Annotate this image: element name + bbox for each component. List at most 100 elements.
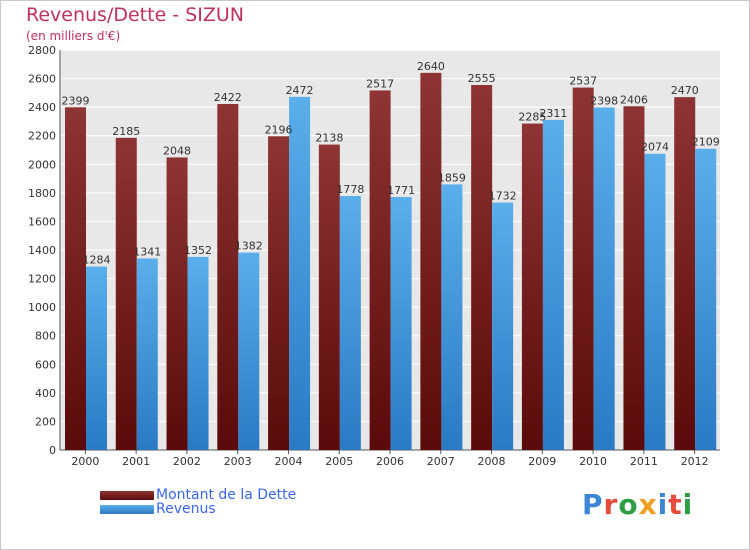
label-debt: 2048 [163, 144, 191, 157]
x-tick-label: 2011 [630, 455, 658, 468]
bar-revenus [187, 256, 209, 450]
x-tick-label: 2003 [224, 455, 252, 468]
label-revenus: 2472 [286, 84, 314, 97]
bar-debt [623, 106, 645, 451]
y-axis-ticks: 0 200 400 600 800 1000 1200 1400 1600 1800 2000 220… [28, 44, 56, 457]
bar-revenus [289, 96, 311, 450]
bar-debt [674, 97, 696, 451]
bar-revenus [238, 252, 260, 450]
proxiti-logo: Proxiti [582, 488, 693, 521]
bar-revenus [695, 148, 717, 450]
legend-label-revenus: Revenus [156, 501, 216, 517]
y-tick-label: 1200 [28, 273, 56, 286]
label-debt: 2517 [366, 77, 394, 90]
logo-letter: t [668, 488, 683, 521]
label-debt: 2537 [569, 75, 597, 88]
chart-subtitle: (en milliers d'€) [26, 29, 121, 43]
bar-revenus [86, 266, 107, 450]
legend-swatch-debt [100, 490, 154, 500]
y-tick-label: 400 [35, 387, 56, 400]
y-tick-label: 2000 [28, 158, 56, 171]
label-revenus: 1341 [133, 245, 161, 258]
bar-debt [115, 137, 137, 450]
bar-debt [166, 157, 188, 450]
data-labels: 2399 1284 2185 1341 2048 1352 2422 1382 2196 2472… [62, 60, 720, 267]
bar-debt [420, 72, 442, 450]
x-tick-label: 2004 [274, 455, 302, 468]
bar-debt [369, 90, 391, 450]
chart-title: Revenus/Dette - SIZUN [26, 4, 244, 26]
bar-debt [471, 85, 493, 450]
y-tick-label: 2200 [28, 130, 56, 143]
y-tick-label: 800 [35, 330, 56, 343]
bar-revenus [339, 196, 361, 450]
label-revenus: 2311 [539, 107, 567, 120]
label-revenus: 1732 [489, 190, 517, 203]
bar-revenus [136, 258, 158, 450]
y-tick-label: 1600 [28, 215, 56, 228]
x-tick-label: 2007 [427, 455, 455, 468]
label-revenus: 1778 [336, 183, 364, 196]
logo-letter: r [603, 488, 619, 521]
y-tick-label: 600 [35, 358, 56, 371]
x-axis-ticks: 2000 2001 2002 2003 2004 2005 2006 2007 2008 2009… [71, 450, 709, 468]
bar-debt [65, 107, 86, 451]
logo-letter: i [657, 488, 669, 521]
y-tick-label: 2600 [28, 73, 56, 86]
bar-debt [318, 144, 340, 451]
bar-revenus [593, 107, 615, 450]
label-revenus: 2398 [590, 94, 618, 107]
bar-debt [572, 87, 594, 451]
x-tick-label: 2001 [122, 455, 150, 468]
label-debt: 2285 [518, 111, 546, 124]
logo-letter: P [582, 488, 604, 521]
label-debt: 2640 [417, 60, 445, 73]
bar-debt [521, 123, 543, 451]
label-revenus: 1352 [184, 244, 212, 257]
x-tick-label: 2005 [325, 455, 353, 468]
y-tick-label: 200 [35, 415, 56, 428]
label-debt: 2196 [265, 123, 293, 136]
x-tick-label: 2002 [173, 455, 201, 468]
label-revenus: 1382 [235, 240, 263, 253]
legend-label-debt: Montant de la Dette [156, 487, 297, 503]
y-tick-label: 2400 [28, 101, 56, 114]
bar-revenus [492, 202, 514, 450]
label-debt: 2422 [214, 91, 242, 104]
x-tick-label: 2012 [681, 455, 709, 468]
label-debt: 2470 [671, 84, 699, 97]
bar-debt [217, 104, 239, 450]
label-debt: 2138 [315, 132, 343, 145]
label-revenus: 1284 [83, 254, 111, 267]
label-revenus: 1771 [387, 184, 415, 197]
legend-item-revenus: Revenus [100, 501, 216, 517]
label-debt: 2555 [468, 72, 496, 85]
legend-item-debt: Montant de la Dette [100, 487, 296, 503]
logo-letter: x [638, 488, 658, 521]
label-revenus: 2074 [641, 141, 669, 154]
y-tick-label: 2800 [28, 44, 56, 57]
logo-letter: o [618, 488, 639, 521]
logo-letter: i [682, 488, 694, 521]
bar-revenus [441, 184, 463, 450]
label-revenus: 2109 [692, 136, 720, 149]
bars [65, 72, 717, 451]
legend-swatch-revenus [100, 504, 154, 514]
y-tick-label: 0 [49, 444, 56, 457]
bar-debt [268, 136, 290, 451]
label-debt: 2399 [62, 94, 90, 107]
y-tick-label: 1400 [28, 244, 56, 257]
x-tick-label: 2006 [376, 455, 404, 468]
y-tick-label: 1000 [28, 301, 56, 314]
x-tick-label: 2009 [528, 455, 556, 468]
label-revenus: 1859 [438, 171, 466, 184]
label-debt: 2185 [112, 125, 140, 138]
label-debt: 2406 [620, 93, 648, 106]
bar-revenus [644, 153, 666, 450]
x-tick-label: 2008 [478, 455, 506, 468]
y-tick-label: 1800 [28, 187, 56, 200]
x-tick-label: 2000 [71, 455, 99, 468]
bar-revenus [542, 119, 564, 450]
x-tick-label: 2010 [579, 455, 607, 468]
